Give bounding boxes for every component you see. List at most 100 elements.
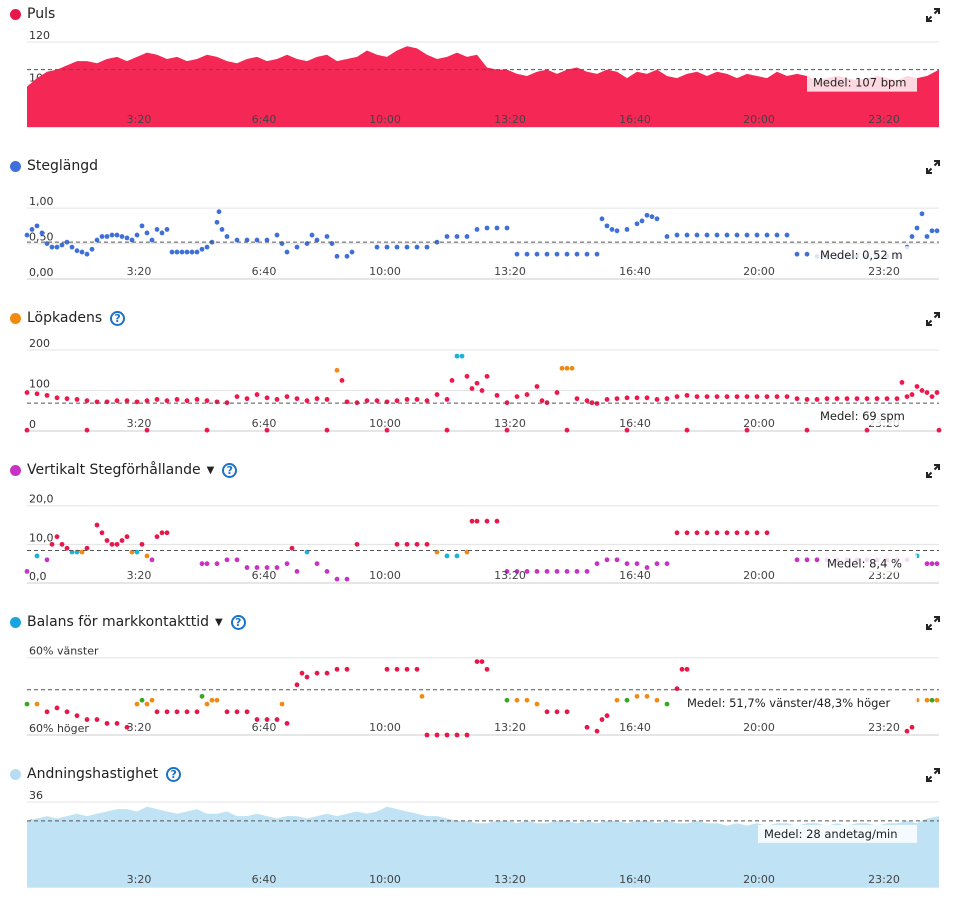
data-point — [339, 378, 345, 383]
data-point — [904, 394, 910, 399]
chart-svg-puls: 120100803:206:4010:0013:2016:4020:0023:2… — [27, 29, 939, 128]
data-point — [694, 232, 700, 238]
data-point — [94, 522, 100, 528]
data-point — [909, 724, 915, 730]
data-point — [934, 697, 940, 703]
data-point — [924, 390, 930, 395]
data-point — [344, 576, 350, 582]
expand-icon[interactable] — [926, 312, 940, 326]
x-tick-label: 20:00 — [743, 721, 775, 734]
data-point — [294, 569, 300, 574]
data-point — [524, 569, 530, 574]
data-point — [54, 244, 60, 250]
expand-icon[interactable] — [926, 616, 940, 630]
x-tick-label: 6:40 — [252, 569, 277, 582]
x-tick-label: 16:40 — [619, 113, 651, 126]
data-point — [279, 701, 285, 707]
data-point — [864, 427, 870, 433]
data-point — [54, 534, 60, 540]
data-point — [464, 234, 470, 239]
x-tick-label: 3:20 — [127, 265, 152, 278]
expand-icon[interactable] — [926, 464, 940, 478]
data-point — [674, 232, 680, 238]
data-point — [394, 398, 400, 404]
data-point — [184, 398, 190, 404]
data-point — [34, 701, 40, 707]
data-point — [84, 398, 90, 404]
data-point — [679, 666, 685, 672]
data-point — [149, 557, 155, 563]
data-point — [134, 701, 140, 707]
data-point — [934, 561, 940, 567]
dropdown-caret-icon[interactable]: ▼ — [215, 616, 223, 628]
data-point — [114, 721, 120, 726]
chart-title-text: Vertikalt Stegförhållande — [27, 462, 201, 478]
data-point — [479, 388, 485, 393]
data-point — [564, 427, 570, 433]
data-point — [704, 530, 710, 536]
data-point — [129, 237, 135, 243]
data-point — [154, 227, 160, 232]
x-tick-label: 3:20 — [127, 113, 152, 126]
data-point — [124, 724, 130, 730]
data-point — [344, 666, 350, 672]
expand-icon[interactable] — [926, 768, 940, 782]
data-point — [374, 398, 380, 404]
help-icon[interactable]: ? — [230, 614, 246, 630]
data-point — [544, 569, 550, 574]
data-point — [394, 666, 400, 672]
data-point — [244, 237, 250, 243]
x-tick-label: 16:40 — [619, 265, 651, 278]
data-point — [24, 701, 30, 707]
average-label: Medel: 51,7% vänster/48,3% höger — [687, 696, 890, 710]
data-point — [119, 234, 125, 239]
x-tick-label: 13:20 — [494, 873, 526, 886]
data-point — [654, 697, 660, 703]
data-point — [524, 251, 530, 257]
data-point — [234, 237, 240, 243]
data-point — [24, 427, 30, 433]
x-tick-label: 3:20 — [127, 721, 152, 734]
data-point — [139, 541, 145, 547]
data-point — [274, 397, 280, 402]
data-point — [914, 225, 920, 231]
data-point — [194, 397, 200, 402]
data-point — [384, 427, 390, 433]
expand-icon[interactable] — [926, 8, 940, 22]
data-point — [544, 251, 550, 257]
data-point — [554, 251, 560, 257]
data-point — [614, 557, 620, 563]
y-tick-label: 60% höger — [29, 722, 89, 735]
data-point — [144, 427, 150, 433]
data-point — [929, 228, 935, 234]
help-icon[interactable]: ? — [166, 766, 182, 782]
data-point — [634, 395, 640, 401]
data-point — [454, 353, 460, 359]
data-point — [174, 249, 180, 255]
average-label-box — [681, 693, 917, 712]
data-point — [384, 244, 390, 250]
help-icon[interactable]: ? — [110, 310, 126, 326]
data-point — [44, 709, 50, 715]
data-point — [79, 249, 85, 255]
x-tick-label: 10:00 — [369, 417, 401, 430]
data-point — [54, 705, 60, 711]
data-point — [139, 697, 145, 703]
data-point — [904, 728, 910, 734]
dropdown-caret-icon[interactable]: ▼ — [206, 464, 215, 476]
data-point — [179, 249, 185, 255]
expand-icon[interactable] — [926, 160, 940, 174]
x-tick-label: 13:20 — [494, 113, 526, 126]
x-tick-label: 20:00 — [743, 265, 775, 278]
data-point — [929, 561, 935, 567]
legend-dot-lopkadens — [10, 312, 21, 324]
data-point — [24, 232, 30, 238]
data-point — [444, 553, 450, 559]
data-point — [139, 223, 145, 229]
data-point — [84, 545, 90, 551]
data-point — [289, 545, 295, 551]
data-point — [84, 717, 90, 722]
data-point — [374, 244, 380, 250]
help-icon[interactable]: ? — [222, 462, 238, 478]
data-point — [424, 398, 430, 404]
